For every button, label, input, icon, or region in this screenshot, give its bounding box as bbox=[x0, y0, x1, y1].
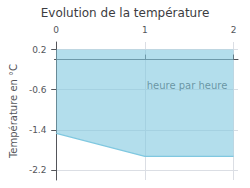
svg-text:2: 2 bbox=[231, 25, 237, 35]
svg-text:Evolution de la température: Evolution de la température bbox=[41, 6, 210, 20]
svg-text:-2.2: -2.2 bbox=[29, 165, 47, 175]
svg-text:Température en °C: Température en °C bbox=[8, 64, 19, 159]
svg-text:-1.4: -1.4 bbox=[29, 125, 47, 135]
svg-text:0: 0 bbox=[53, 25, 59, 35]
svg-text:0.2: 0.2 bbox=[32, 45, 46, 55]
svg-text:1: 1 bbox=[142, 25, 148, 35]
svg-text:-0.6: -0.6 bbox=[29, 85, 47, 95]
